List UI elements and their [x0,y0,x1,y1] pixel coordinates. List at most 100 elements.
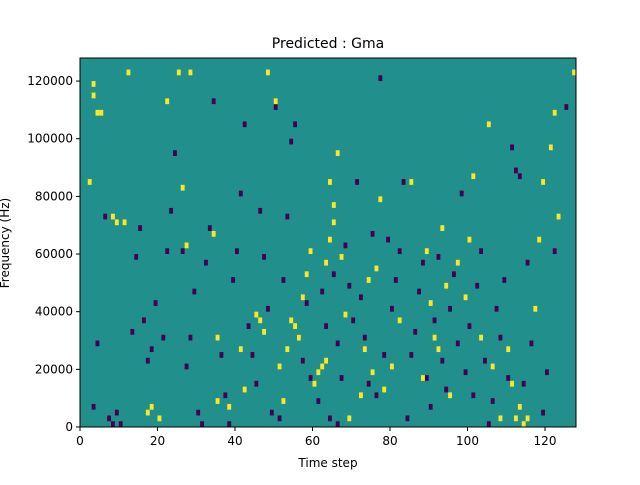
heatmap-cell-high [533,305,538,312]
heatmap-cell-high [359,392,363,399]
heatmap-cell-low [134,254,139,260]
x-tick-label: 100 [456,434,479,448]
heatmap-cell-low [269,409,274,416]
heatmap-cell-high [548,144,553,151]
heatmap-cell-high [409,179,414,185]
heatmap-cell-high [378,196,383,203]
heatmap-cell-low [235,248,239,255]
heatmap-cell-high [122,219,127,226]
heatmap-cell-high [297,334,301,341]
heatmap-cell-low [254,380,259,387]
heatmap-cell-low [483,357,487,364]
heatmap-cell-low [273,104,278,110]
heatmap-cell-high [537,236,542,243]
heatmap-cell-low [335,421,340,427]
heatmap-cell-high [238,346,243,353]
heatmap-cell-low [91,403,96,410]
heatmap-cell-high [312,380,317,387]
heatmap-cell-high [114,219,119,226]
heatmap-cell-high [316,369,321,376]
y-axis: 0 20000 40000 60000 80000 100000 120000 [27,74,80,434]
heatmap-cell-high [308,248,313,255]
heatmap-cell-low [417,288,422,295]
heatmap-cell-high [440,225,445,231]
heatmap-cell-low [366,380,371,387]
heatmap-cell-high [149,403,154,410]
heatmap-cell-low [401,179,406,185]
heatmap-cell-high [211,230,216,237]
heatmap-cell-low [390,305,394,312]
heatmap-cell-low [343,242,348,249]
heatmap-cell-low [510,144,515,151]
heatmap-cell-high [111,213,115,220]
heatmap-cell-low [347,282,352,289]
heatmap-cell-low [196,409,201,416]
heatmap-cell-high [421,375,425,381]
heatmap-cell-low [475,282,480,289]
heatmap-cell-low [382,352,387,358]
heatmap-cell-low [95,340,100,347]
heatmap-cell-high [273,98,278,105]
heatmap-cell-high [215,334,220,341]
heatmap-cell-low [541,409,546,416]
heatmap-cell-high [382,386,387,393]
y-tick-label: 60000 [35,247,73,261]
heatmap-cell-low [506,375,511,381]
heatmap-cell-high [479,334,484,341]
heatmap-cell-low [180,248,185,255]
heatmap-cell-high [455,259,460,266]
heatmap-cell-high [370,369,375,376]
heatmap-cell-high [266,69,270,76]
heatmap-cell-high [335,150,340,157]
y-tick-label: 20000 [35,362,73,376]
heatmap-cell-high [331,219,336,226]
heatmap-cell-low [386,236,391,243]
heatmap-cell-high [374,265,379,272]
heatmap-cell-high [262,328,267,335]
heatmap-cell-low [448,305,453,312]
heatmap-cell-low [455,340,460,347]
heatmap-cell-low [107,415,112,422]
heatmap-cell-low [459,190,464,197]
heatmap-cell-high [514,415,518,422]
heatmap-cell-low [432,317,437,324]
heatmap-cell-low [359,294,363,301]
heatmap-cell-high [328,179,332,185]
heatmap-cell-low [200,421,205,427]
heatmap-cell-low [444,386,449,393]
heatmap-cell-low [362,334,367,341]
heatmap-cell-high [180,184,185,191]
y-axis-label: Frequency (Hz) [0,198,12,289]
heatmap-cell-high [343,311,348,318]
heatmap-cell-high [432,334,437,341]
heatmap-cell-low [370,230,375,237]
heatmap-cell-high [184,242,189,249]
heatmap-cell-low [517,173,522,180]
heatmap-cell-low [413,328,418,335]
heatmap-cell-high [157,415,162,422]
heatmap-cell-low [223,392,228,399]
heatmap-cell-high [188,69,193,76]
heatmap-cell-low [564,104,569,110]
heatmap-cell-low [331,271,336,278]
heatmap-cell-high [436,346,441,353]
x-tick-label: 20 [150,434,165,448]
heatmap-cell-low [114,409,119,416]
heatmap-cell-low [525,259,530,266]
heatmap-cell-low [374,392,379,399]
heatmap-cell-low [424,375,429,381]
heatmap-cell-high [490,363,495,370]
heatmap-cell-high [293,323,298,329]
y-tick-label: 120000 [27,74,73,88]
heatmap-cell-high [145,409,150,416]
heatmap-cell-high [366,277,371,283]
heatmap-cell-low [440,357,445,364]
heatmap-cell-low [552,248,557,255]
heatmap-cell-high [467,236,472,243]
heatmap-cell-low [452,271,456,278]
heatmap-cell-low [316,398,321,404]
heatmap-cell-high [126,69,131,76]
heatmap-cell-low [285,213,290,220]
heatmap-cell-high [176,69,181,76]
heatmap-cell-low [355,179,360,185]
